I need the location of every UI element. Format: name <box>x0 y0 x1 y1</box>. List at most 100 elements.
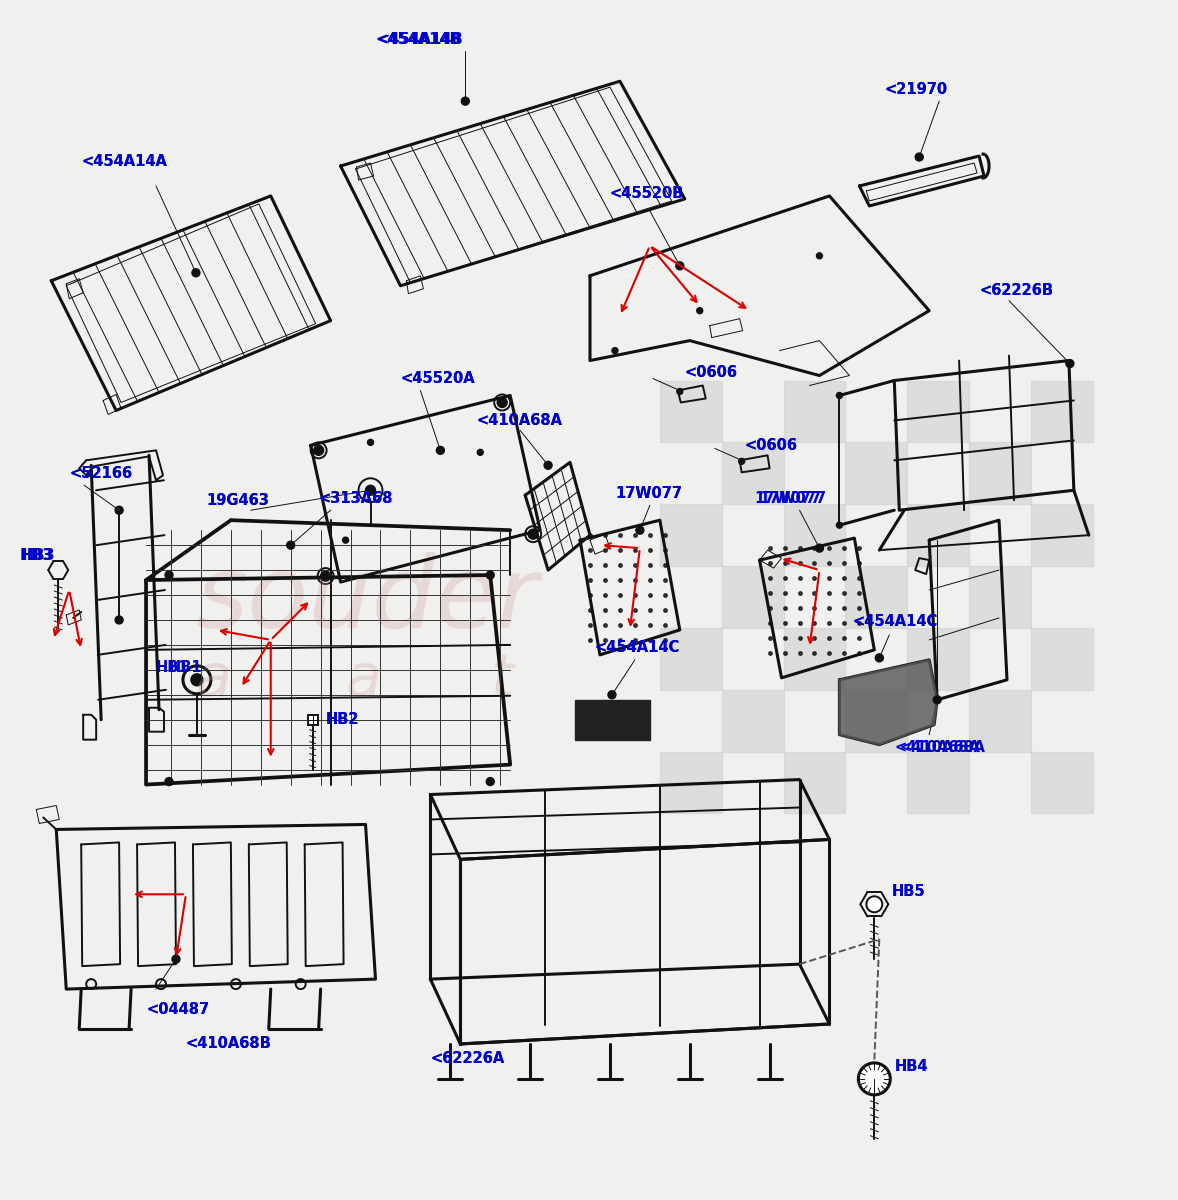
Bar <box>722 690 783 751</box>
Text: <62226A: <62226A <box>430 1051 504 1067</box>
Bar <box>722 566 783 628</box>
Bar <box>846 690 907 751</box>
Text: <454A14C: <454A14C <box>853 614 938 630</box>
Text: 17W077: 17W077 <box>615 486 682 500</box>
Circle shape <box>875 654 884 662</box>
Text: <45520A: <45520A <box>401 371 475 386</box>
Text: <454A14B: <454A14B <box>378 32 463 47</box>
Circle shape <box>836 392 842 398</box>
Text: t: t <box>490 652 514 708</box>
Bar <box>575 700 650 739</box>
Bar <box>783 504 846 566</box>
Text: <0606: <0606 <box>684 365 737 380</box>
Text: <313A68: <313A68 <box>318 491 393 505</box>
Circle shape <box>462 97 469 106</box>
Text: <313A68: <313A68 <box>318 491 393 505</box>
Circle shape <box>528 529 538 539</box>
Circle shape <box>815 544 823 552</box>
Text: <454A14B: <454A14B <box>376 32 462 47</box>
Text: <04487: <04487 <box>146 1002 210 1016</box>
Circle shape <box>696 307 703 313</box>
Circle shape <box>165 778 173 786</box>
Text: souder: souder <box>196 552 538 648</box>
Circle shape <box>915 154 924 161</box>
Circle shape <box>436 446 444 455</box>
Circle shape <box>1066 360 1074 367</box>
Circle shape <box>477 449 483 455</box>
Bar <box>1031 628 1093 690</box>
Text: <52166: <52166 <box>70 466 132 481</box>
Circle shape <box>365 485 376 496</box>
Text: <45520B: <45520B <box>610 186 684 202</box>
Text: HB4: HB4 <box>894 1060 928 1074</box>
Circle shape <box>368 439 373 445</box>
Text: <410A68A: <410A68A <box>476 413 562 428</box>
Text: 17W077: 17W077 <box>615 486 682 500</box>
Text: a: a <box>196 652 232 708</box>
Bar <box>783 380 846 443</box>
Bar <box>846 443 907 504</box>
Circle shape <box>192 269 200 277</box>
Circle shape <box>866 896 882 912</box>
Text: a: a <box>345 652 382 708</box>
Circle shape <box>286 541 294 550</box>
Circle shape <box>816 253 822 259</box>
Circle shape <box>677 389 683 395</box>
Circle shape <box>487 571 495 580</box>
Text: <410A68A: <410A68A <box>894 740 980 755</box>
Text: <45520A: <45520A <box>401 371 475 386</box>
Circle shape <box>544 461 552 469</box>
Bar <box>783 751 846 814</box>
Text: <454A14C: <454A14C <box>595 641 680 655</box>
Circle shape <box>836 522 842 528</box>
Text: <52166: <52166 <box>70 466 132 481</box>
Text: <62226B: <62226B <box>979 283 1053 299</box>
Circle shape <box>115 616 124 624</box>
Text: 17W077: 17W077 <box>760 491 827 505</box>
Circle shape <box>343 538 349 544</box>
Text: HB3: HB3 <box>21 547 55 563</box>
Text: HB2: HB2 <box>325 713 359 727</box>
Text: 19G463: 19G463 <box>206 493 269 508</box>
Text: <454A14C: <454A14C <box>595 641 680 655</box>
Text: HB1: HB1 <box>168 660 203 676</box>
Bar <box>722 443 783 504</box>
Text: <410A68B: <410A68B <box>186 1037 272 1051</box>
Bar <box>969 443 1031 504</box>
Text: HB5: HB5 <box>892 884 925 899</box>
Text: <454A14C: <454A14C <box>853 614 938 630</box>
Text: 17W077: 17W077 <box>755 491 821 505</box>
Polygon shape <box>840 660 938 745</box>
Text: <410A68A: <410A68A <box>899 740 985 755</box>
Bar <box>907 504 969 566</box>
Circle shape <box>487 778 495 786</box>
Text: 19G463: 19G463 <box>206 493 269 508</box>
Text: HB2: HB2 <box>325 713 359 727</box>
Text: <0606: <0606 <box>744 438 798 452</box>
Bar <box>907 751 969 814</box>
Text: HB4: HB4 <box>894 1060 928 1074</box>
Bar <box>660 380 722 443</box>
Bar <box>1031 504 1093 566</box>
Circle shape <box>497 397 508 408</box>
Bar <box>660 628 722 690</box>
Text: <45520B: <45520B <box>610 186 684 202</box>
Text: <454A14A: <454A14A <box>81 154 167 168</box>
Circle shape <box>739 458 744 464</box>
Circle shape <box>933 696 941 703</box>
Text: <410A68B: <410A68B <box>186 1037 272 1051</box>
Bar <box>969 690 1031 751</box>
Text: <454A14A: <454A14A <box>81 154 167 168</box>
Circle shape <box>320 571 331 581</box>
Circle shape <box>611 348 618 354</box>
Bar <box>846 566 907 628</box>
Bar <box>660 751 722 814</box>
Circle shape <box>165 571 173 580</box>
Text: <21970: <21970 <box>885 82 947 97</box>
Circle shape <box>608 691 616 698</box>
Circle shape <box>115 506 124 515</box>
Bar <box>660 504 722 566</box>
Text: <21970: <21970 <box>885 82 947 97</box>
Text: HB1: HB1 <box>155 660 190 676</box>
Circle shape <box>172 955 180 964</box>
